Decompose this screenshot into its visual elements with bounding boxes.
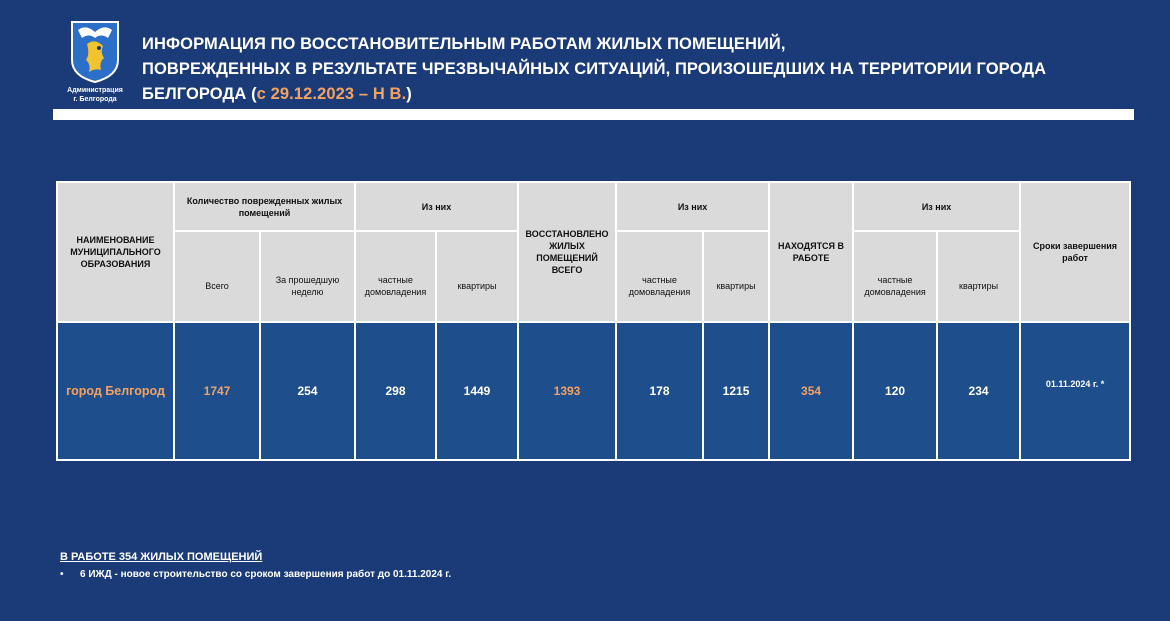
coat-of-arms-icon: [71, 21, 119, 84]
title-line3-suffix: ): [406, 85, 412, 103]
restoration-table: НАИМЕНОВАНИЕ МУНИЦИПАЛЬНОГО ОБРАЗОВАНИЯ …: [56, 181, 1132, 461]
title-line3-prefix: БЕЛГОРОДА (: [142, 85, 257, 103]
cell-apartments-2: 1215: [702, 321, 771, 461]
cell-last-week: 254: [259, 321, 356, 461]
cell-total: 1747: [173, 321, 261, 461]
header-of-them-2: Из них: [615, 181, 771, 232]
header-municipality: НАИМЕНОВАНИЕ МУНИЦИПАЛЬНОГО ОБРАЗОВАНИЯ: [56, 181, 175, 323]
logo-caption-line2: г. Белгорода: [73, 96, 117, 103]
cell-in-progress: 354: [768, 321, 855, 461]
cell-apartments-3: 234: [936, 321, 1022, 461]
header-last-week: За прошедшую неделю: [259, 230, 356, 323]
header-private-houses-3: частные домовладения: [852, 230, 939, 323]
cell-apartments-1: 1449: [434, 321, 520, 461]
header-apartments-3: квартиры: [936, 230, 1022, 323]
header-of-them-3: Из них: [852, 181, 1022, 232]
footnote-item-text: 6 ИЖД - новое строительство со сроком за…: [80, 569, 452, 580]
header-restored: ВОССТАНОВЛЕНО ЖИЛЫХ ПОМЕЩЕНИЙ ВСЕГО: [517, 181, 618, 323]
bullet-icon: •: [60, 569, 64, 580]
city-administration-logo: Администрация г. Белгорода: [62, 20, 128, 108]
page-title: ИНФОРМАЦИЯ ПО ВОССТАНОВИТЕЛЬНЫМ РАБОТАМ …: [142, 32, 1102, 107]
header-total: Всего: [173, 230, 261, 323]
cell-private-houses-2: 178: [615, 321, 705, 461]
header-apartments-2: квартиры: [702, 230, 771, 323]
title-divider: [53, 109, 1134, 120]
header-damaged-count: Количество поврежденных жилых помещений: [173, 181, 356, 232]
title-line3: БЕЛГОРОДА (с 29.12.2023 – Н В.): [142, 82, 1102, 107]
footnote: В РАБОТЕ 354 ЖИЛЫХ ПОМЕЩЕНИЙ • 6 ИЖД - но…: [60, 551, 451, 580]
title-line1: ИНФОРМАЦИЯ ПО ВОССТАНОВИТЕЛЬНЫМ РАБОТАМ …: [142, 35, 786, 53]
cell-deadline: 01.11.2024 г. *: [1019, 321, 1132, 461]
cell-restored: 1393: [517, 321, 618, 461]
header-private-houses-2: частные домовладения: [615, 230, 705, 323]
header-apartments-1: квартиры: [434, 230, 520, 323]
title-date-range: с 29.12.2023 – Н В.: [256, 85, 407, 103]
cell-private-houses-3: 120: [852, 321, 939, 461]
cell-private-houses-1: 298: [354, 321, 437, 461]
footnote-heading: В РАБОТЕ 354 ЖИЛЫХ ПОМЕЩЕНИЙ: [60, 551, 263, 563]
title-line2: ПОВРЕЖДЕННЫХ В РЕЗУЛЬТАТЕ ЧРЕЗВЫЧАЙНЫХ С…: [142, 60, 1047, 78]
header-in-progress: НАХОДЯТСЯ В РАБОТЕ: [768, 181, 855, 323]
header-private-houses-1: частные домовладения: [354, 230, 437, 323]
cell-municipality-name: город Белгород: [56, 321, 175, 461]
header-of-them-1: Из них: [353, 181, 520, 232]
logo-caption-line1: Администрация: [67, 87, 123, 94]
footnote-item: • 6 ИЖД - новое строительство со сроком з…: [60, 569, 451, 580]
table-row: город Белгород 1747 254 298 1449 1393 17…: [56, 321, 1132, 461]
header-deadline: Сроки завершения работ: [1019, 181, 1132, 323]
